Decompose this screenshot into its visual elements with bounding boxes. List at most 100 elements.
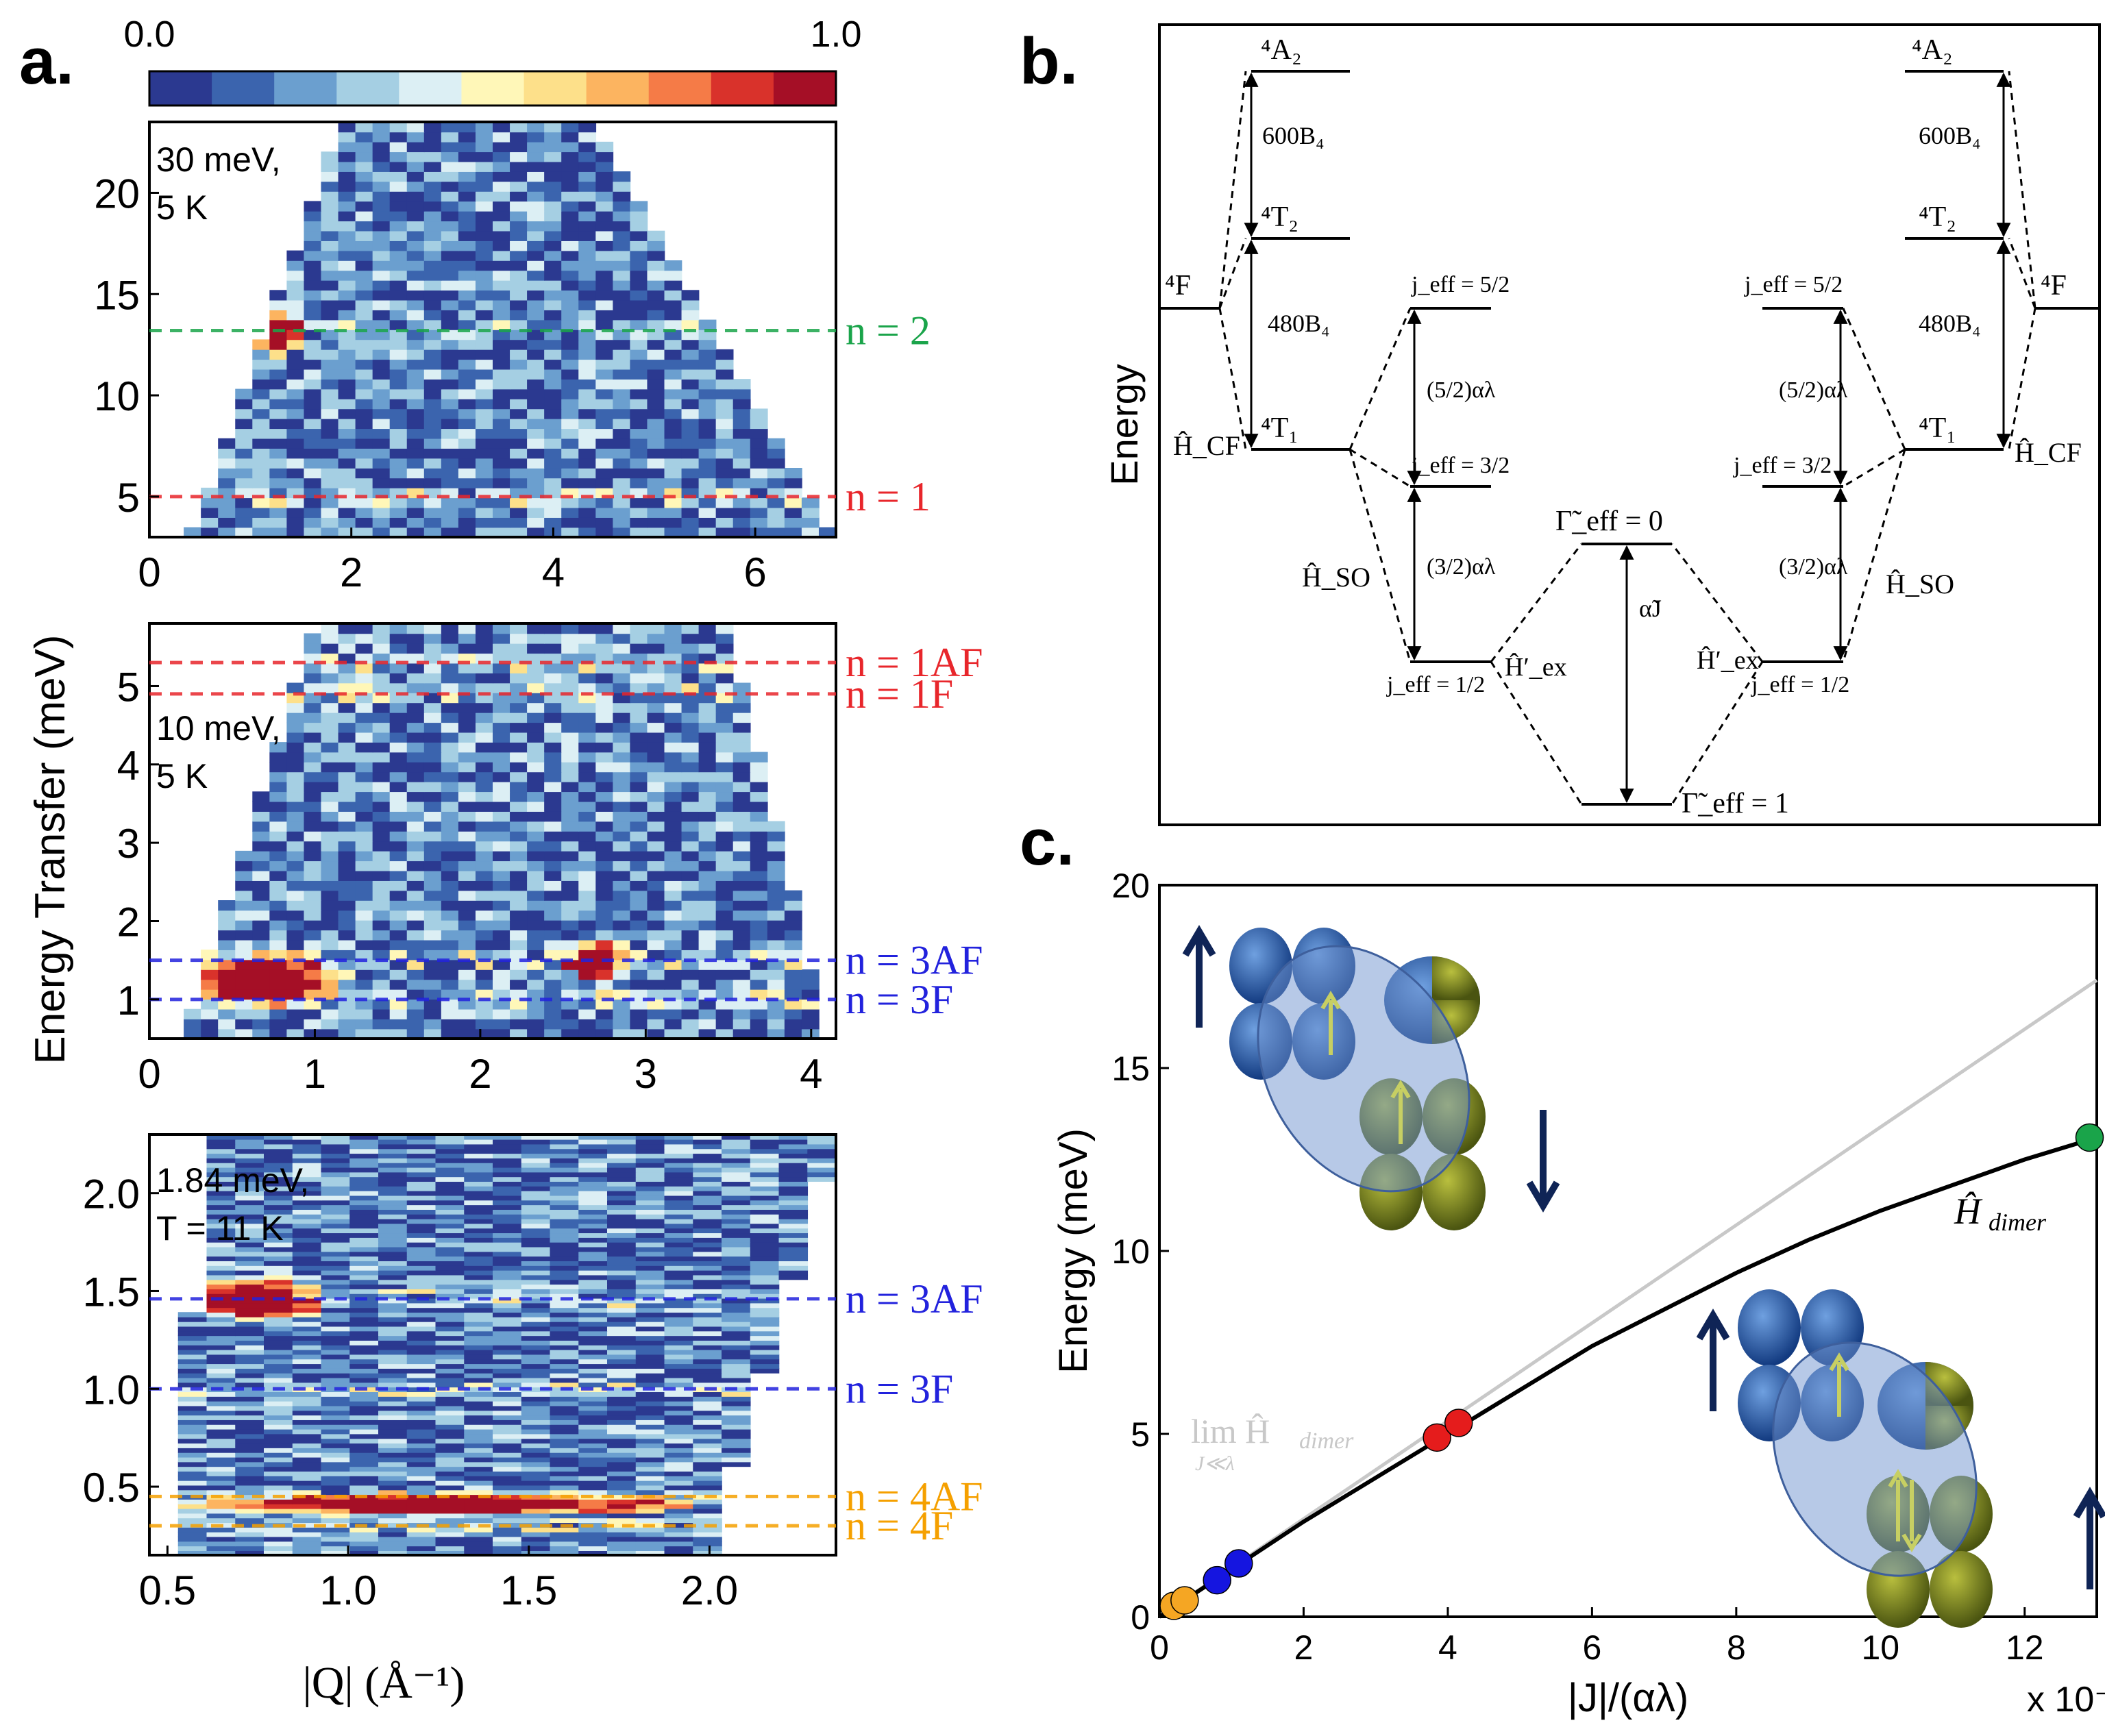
heatmap-cell — [578, 1428, 608, 1435]
heatmap-cell — [406, 742, 425, 753]
heatmap-cell — [698, 662, 717, 673]
heatmap-cell — [561, 388, 580, 399]
heatmap-cell — [321, 633, 339, 644]
heatmap-cell — [349, 1241, 379, 1248]
heatmap-cell — [550, 1438, 580, 1444]
heatmap-cell — [527, 359, 545, 370]
heatmap-cell — [338, 1028, 356, 1039]
heatmap-cell — [349, 1517, 379, 1524]
heatmap-cell — [750, 1148, 780, 1154]
heatmap-cell — [338, 260, 356, 271]
heatmap-cell — [767, 959, 785, 970]
heatmap-cell — [206, 1261, 236, 1266]
heatmap-cell — [378, 1452, 408, 1458]
heatmap-cell — [733, 821, 751, 832]
heatmap-cell — [578, 388, 597, 399]
heatmap-cell — [733, 910, 751, 921]
heatmap-cell — [630, 428, 648, 439]
heatmap-cell — [435, 1349, 465, 1355]
heatmap-cell — [750, 1190, 780, 1196]
heatmap-cell — [372, 722, 391, 733]
heatmap-cell — [235, 1265, 264, 1271]
heatmap-cell — [595, 939, 614, 950]
heatmap-cell — [458, 171, 476, 182]
heatmap-cell — [286, 478, 305, 488]
heatmap-cell — [349, 1485, 379, 1491]
heatmap-cell — [406, 831, 425, 842]
heatmap-cell — [458, 438, 476, 449]
heatmap-cell — [578, 369, 597, 380]
heatmap-cell — [578, 191, 597, 202]
spin-arrow-icon — [1829, 1352, 1849, 1372]
heatmap-cell — [235, 979, 254, 990]
heatmap-cell — [578, 989, 597, 1000]
heatmap-cell — [475, 900, 493, 911]
heatmap-cell — [304, 299, 322, 310]
y-tick-label: 10 — [1111, 1232, 1150, 1271]
heatmap-cell — [389, 517, 408, 528]
heatmap-cell — [206, 1499, 236, 1504]
green-lobe — [1432, 956, 1480, 1000]
heatmap-cell — [550, 1349, 580, 1355]
heatmap-cell — [544, 1028, 562, 1039]
heatmap-cell — [527, 230, 545, 241]
heatmap-cell — [630, 240, 648, 251]
heatmap-cell — [372, 408, 391, 419]
heatmap-cell — [527, 517, 545, 528]
heatmap-cell — [630, 408, 648, 419]
heatmap-cell — [406, 623, 425, 634]
heatmap-cell — [292, 1148, 322, 1154]
heatmap-cell — [561, 801, 580, 812]
heatmap-cell — [664, 1513, 694, 1519]
heatmap-cells — [184, 623, 820, 1039]
heatmap-cell — [613, 781, 631, 793]
heatmap-cell — [595, 369, 614, 380]
heatmap-cell — [578, 1200, 608, 1206]
heatmap-cell — [338, 950, 356, 960]
heatmap-cell — [664, 1494, 694, 1500]
heatmap-cell — [177, 1546, 208, 1551]
heatmap-cell — [458, 161, 476, 172]
heatmap-cell — [527, 860, 545, 871]
heatmap-cell — [664, 497, 682, 508]
heatmap-cell — [252, 811, 271, 822]
heatmap-cell — [389, 673, 408, 684]
heatmap-cell — [698, 880, 717, 891]
heatmap-cell — [372, 910, 391, 921]
heatmap-cell — [722, 1456, 751, 1463]
heatmap-cell — [561, 643, 580, 654]
heatmap-cell — [578, 1372, 608, 1378]
heatmap-cell — [521, 1167, 551, 1173]
heatmap-cell — [349, 1489, 379, 1496]
heatmap-cell — [521, 1148, 551, 1154]
heatmap-cell — [441, 831, 459, 842]
colorbar-swatch — [149, 71, 212, 106]
heatmap-cell — [264, 1456, 293, 1463]
heatmap-cell — [378, 1279, 408, 1285]
heatmap-cell — [338, 860, 356, 871]
heatmap-cell — [521, 1335, 551, 1341]
heatmap-cell — [630, 438, 648, 449]
heatmap-cell — [206, 1513, 236, 1519]
heatmap-cell — [807, 1148, 836, 1154]
heatmap-cell — [544, 673, 562, 684]
heatmap-cell — [550, 1456, 580, 1463]
heatmap-cell — [493, 1456, 522, 1463]
heatmap-cell — [349, 1400, 379, 1406]
heatmap-cell — [733, 969, 751, 980]
heatmap-cell — [304, 240, 322, 251]
heatmap-cell — [521, 1391, 551, 1397]
heatmap-cell — [321, 527, 339, 537]
heatmap-cell — [778, 1261, 809, 1266]
heatmap-cell — [235, 939, 254, 950]
heatmap-cell — [750, 821, 768, 832]
heatmap-cell — [635, 1471, 665, 1476]
heatmap-cell — [521, 1134, 551, 1140]
heatmap-cell — [235, 1382, 264, 1388]
heatmap-cell — [681, 418, 700, 430]
heatmap-cell — [698, 831, 717, 842]
heatmap-cell — [235, 438, 254, 449]
heatmap-cell — [286, 870, 305, 881]
heatmap-cell — [292, 1368, 322, 1374]
